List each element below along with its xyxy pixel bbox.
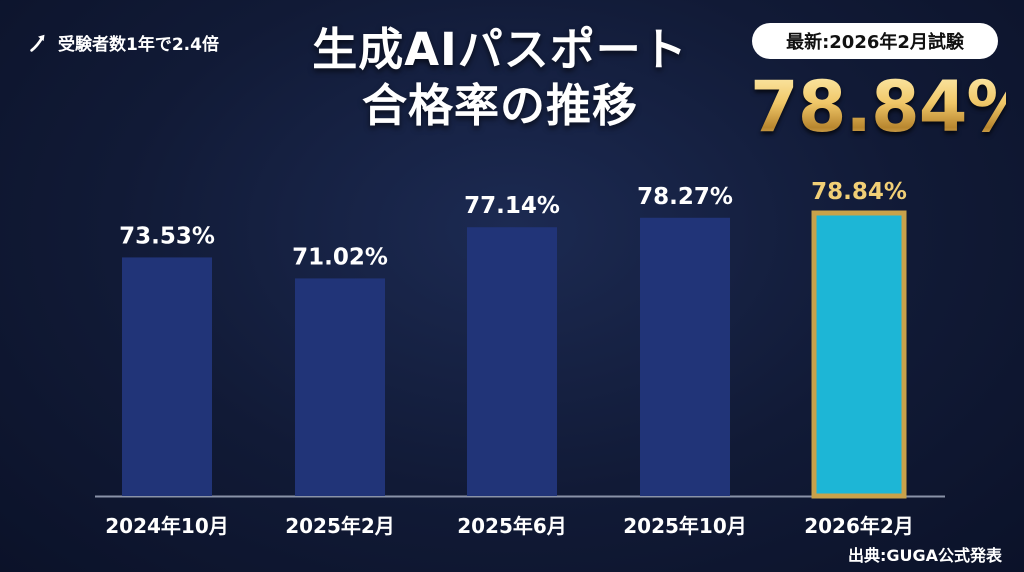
title-line-2: 合格率の推移 xyxy=(361,79,638,132)
category-label-0: 2024年10月 xyxy=(105,514,229,538)
value-label-0: 73.53% xyxy=(119,223,215,249)
bar-1 xyxy=(295,278,385,496)
chart-title: 生成AIパスポート 合格率の推移 xyxy=(270,22,730,134)
latest-exam-badge: 最新:2026年2月試験 xyxy=(752,23,998,59)
value-label-3: 78.27% xyxy=(637,184,733,210)
bar-2 xyxy=(467,227,557,496)
bar-0 xyxy=(122,257,212,496)
category-label-4: 2026年2月 xyxy=(804,514,914,538)
growth-note-text: 受験者数1年で2.4倍 xyxy=(58,35,219,55)
category-label-1: 2025年2月 xyxy=(285,514,395,538)
category-label-2: 2025年6月 xyxy=(457,514,567,538)
latest-rate-highlight: 78.84% xyxy=(750,66,1024,148)
title-line-1: 生成AIパスポート xyxy=(312,23,688,76)
bar-4 xyxy=(811,210,907,499)
value-label-1: 71.02% xyxy=(292,244,388,270)
source-note: 出典:GUGA公式発表 xyxy=(847,546,1002,565)
growth-note: 受験者数1年で2.4倍 xyxy=(28,30,219,55)
value-label-4: 78.84% xyxy=(811,179,907,205)
category-label-3: 2025年10月 xyxy=(623,514,747,538)
bar-3 xyxy=(640,217,730,496)
value-label-2: 77.14% xyxy=(464,193,560,219)
arrow-up-right-icon xyxy=(30,34,45,52)
